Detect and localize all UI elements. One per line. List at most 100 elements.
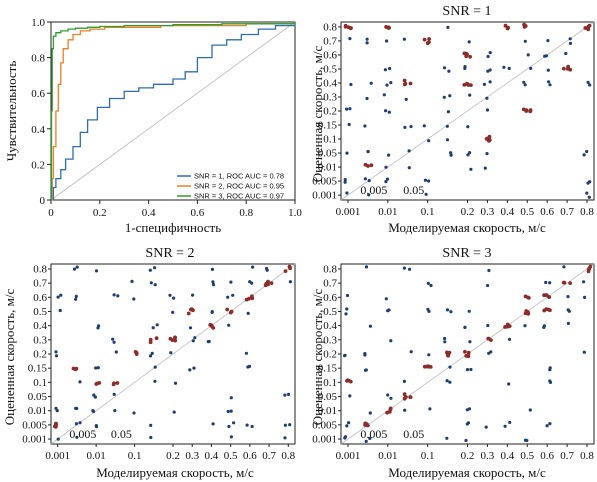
scatter-point [385, 39, 389, 43]
scatter-point-highlight [526, 295, 530, 300]
scatter-point [74, 422, 78, 426]
ytick-label: 0.001 [312, 190, 337, 202]
scatter-point [502, 65, 506, 69]
scatter-point [231, 293, 235, 297]
scatter-point [488, 80, 492, 84]
identity-line [340, 21, 595, 201]
scatter-point [116, 294, 120, 298]
scatter-point [448, 365, 452, 369]
xtick-label: 0.4 [500, 206, 514, 218]
scatter-point [562, 265, 566, 269]
ytick-label: 0.8 [323, 263, 337, 275]
scatter-point [585, 149, 589, 154]
scatter-panel-snr3: SNR = 3 Моделируемая скорость, м/с Оцене… [310, 246, 595, 480]
scatter-point [423, 178, 427, 182]
scatter-point [192, 366, 196, 370]
xtick-label: 0.7 [262, 450, 276, 462]
scatter-point [482, 82, 486, 86]
scatter-point-highlight [111, 382, 116, 387]
roc-ytick-label: 0 [40, 195, 46, 207]
scatter-point [288, 280, 292, 284]
scatter-point-highlight [528, 108, 533, 113]
scatter-point-highlight [189, 307, 194, 312]
scatter-point [153, 365, 157, 369]
scatter-point [347, 122, 351, 127]
scatter-point [467, 309, 471, 313]
ytick-label: 0.15 [28, 363, 48, 375]
scatter-point [56, 295, 60, 299]
panel-ylabel-snr3: Оцененная скорость, м/с [310, 289, 325, 426]
scatter-point [153, 266, 157, 270]
xtick-label: 0.001 [45, 450, 70, 462]
roc-xlabel: 1-специфичность [125, 220, 221, 235]
scatter-point [347, 421, 351, 425]
scatter-point [586, 181, 590, 185]
scatter-point [345, 307, 349, 311]
scatter-point [245, 423, 249, 427]
scatter-point [427, 179, 431, 183]
scatter-point [408, 267, 412, 271]
scatter-point [449, 153, 453, 157]
scatter-point [97, 324, 101, 328]
scatter-point [382, 93, 386, 97]
scatter-point [211, 422, 215, 426]
scatter-point [149, 281, 153, 285]
panel-ylabel-snr2: Оцененная скорость, м/с [2, 289, 17, 426]
scatter-point [114, 350, 118, 354]
ytick-label: 0.4 [33, 320, 47, 332]
scatter-point [404, 97, 408, 101]
scatter-point [78, 421, 82, 425]
scatter-point [463, 325, 467, 329]
xtick-label: 0.01 [378, 450, 397, 462]
scatter-point [403, 408, 407, 412]
scatter-point [548, 83, 552, 87]
scatter-point [507, 382, 511, 386]
xtick-label: 0.6 [540, 450, 554, 462]
scatter-point-highlight [269, 281, 274, 285]
scatter-point [385, 177, 390, 181]
scatter-point [193, 336, 197, 340]
roc-xtick-label: 1.0 [288, 207, 302, 219]
ytick-label: 0.6 [323, 49, 337, 61]
scatter-point [132, 411, 136, 415]
scatter-point-highlight [462, 83, 467, 87]
scatter-point [132, 297, 136, 301]
scatter-point [449, 310, 453, 314]
legend-label-snr2: SNR = 2, ROC AUC = 0.95 [194, 182, 284, 191]
scatter-point-highlight [544, 307, 549, 311]
scatter-point [384, 297, 388, 301]
scatter-point [229, 435, 233, 439]
scatter-point [588, 83, 592, 87]
scatter-point [467, 40, 471, 44]
ytick-label: 0.001 [312, 434, 337, 446]
scatter-point [168, 293, 172, 297]
xtick-label: 0.6 [540, 206, 554, 218]
xtick-label: 0.2 [166, 450, 180, 462]
scatter-point [466, 153, 470, 157]
scatter-point-highlight [408, 81, 413, 86]
scatter-point [365, 41, 369, 45]
scatter-point [345, 293, 350, 298]
scatter-point [564, 51, 568, 56]
scatter-point [232, 421, 236, 425]
scatter-point [485, 96, 489, 100]
scatter-point [403, 125, 407, 129]
ytick-label: 0.6 [33, 292, 47, 304]
scatter-point [384, 109, 388, 113]
scatter-point-highlight [387, 26, 391, 30]
inner-xtick-label: 0.05 [111, 427, 132, 441]
scatter-point [363, 177, 367, 181]
scatter-point [585, 191, 589, 195]
scatter-point [345, 107, 349, 111]
scatter-point-highlight [464, 54, 469, 59]
scatter-point [586, 80, 590, 84]
scatter-point [130, 279, 134, 283]
scatter-point [402, 266, 406, 270]
scatter-point [173, 381, 178, 385]
panel-xlabel-snr3: Моделируемая скорость, м/с [388, 465, 546, 480]
scatter-point [246, 311, 250, 315]
scatter-point [58, 308, 62, 313]
ytick-label: 0.1 [33, 377, 47, 389]
scatter-point [149, 435, 153, 440]
panel-title-snr1: SNR = 1 [442, 4, 491, 19]
